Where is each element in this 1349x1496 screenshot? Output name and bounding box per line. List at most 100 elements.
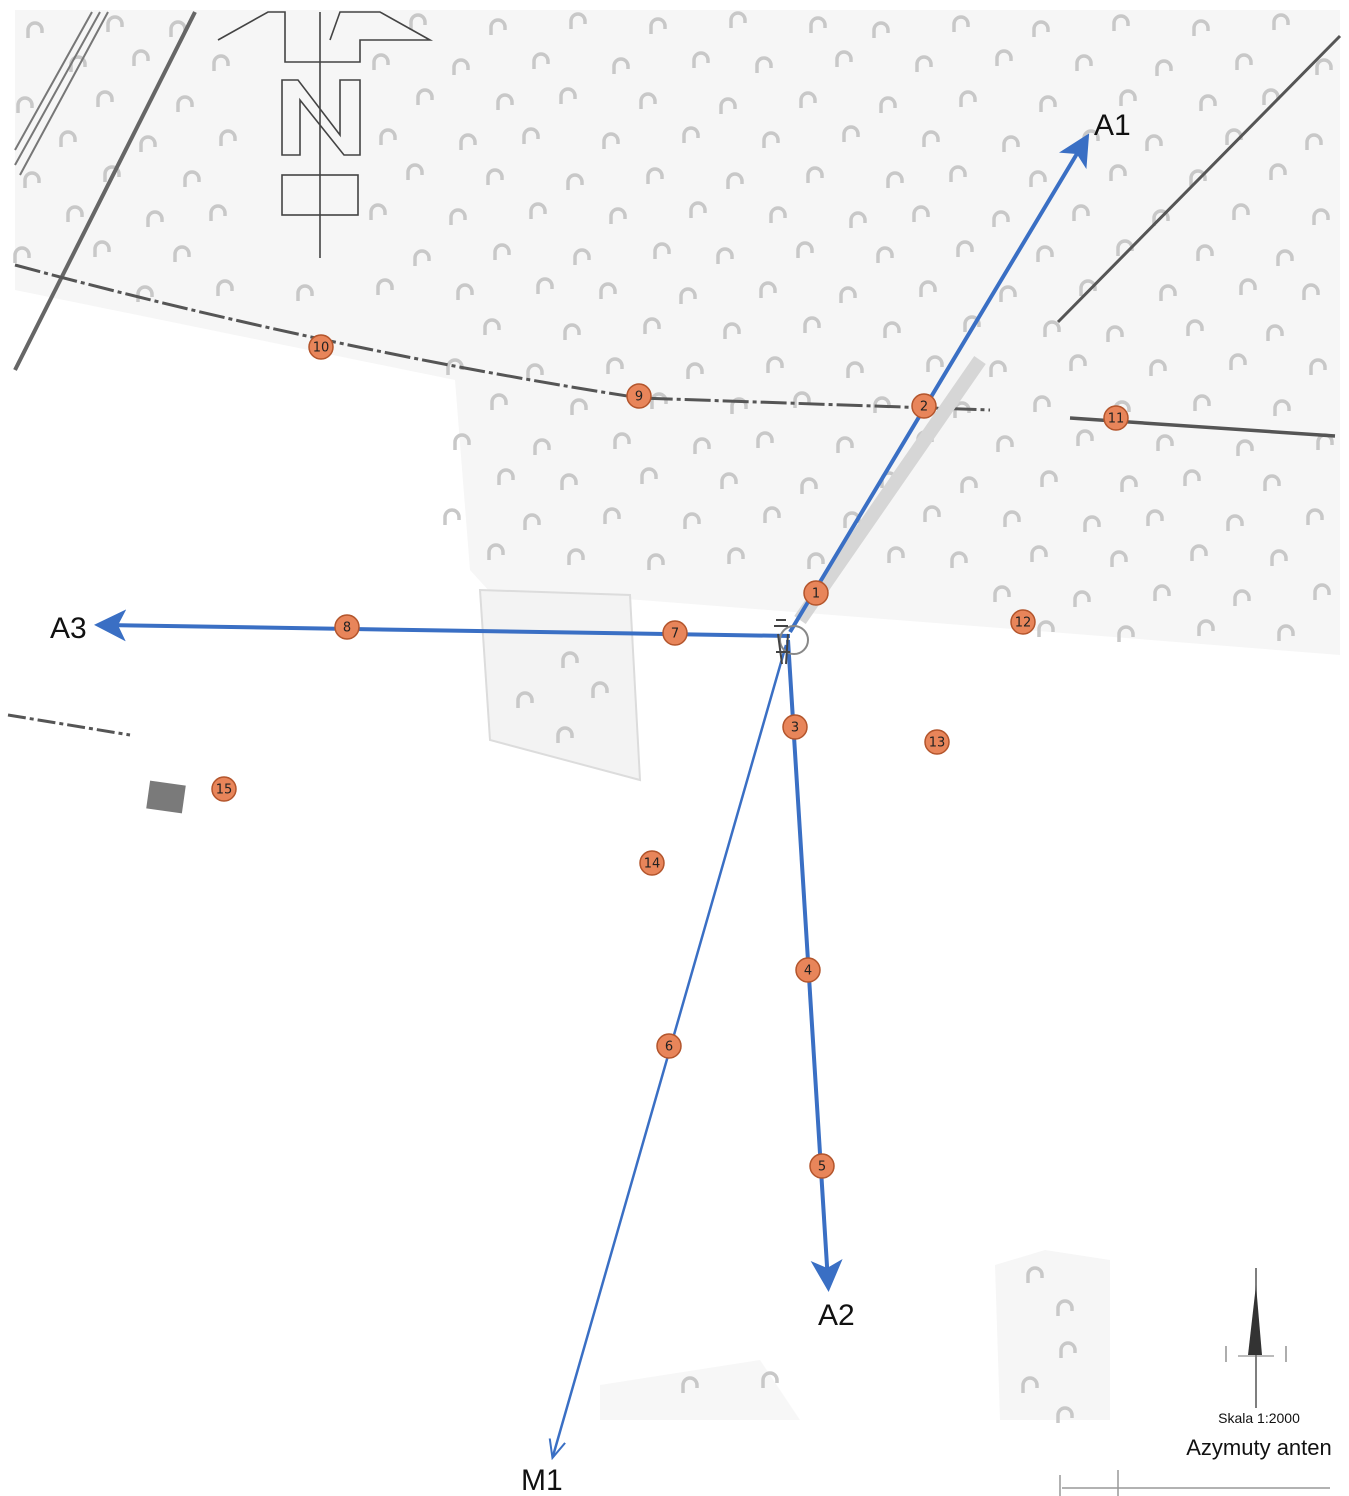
tree-icon (793, 391, 811, 408)
marker-3: 3 (782, 714, 808, 740)
tree-icon (603, 507, 621, 524)
tree-icon (59, 130, 77, 147)
tree-icon (887, 546, 905, 563)
tree-icon (682, 126, 700, 143)
tree-icon (1306, 508, 1324, 525)
tree-icon (912, 205, 930, 222)
tree-icon (459, 133, 477, 150)
tree-icon (950, 551, 968, 568)
tree-icon (1037, 620, 1055, 637)
tree-icon (523, 513, 541, 530)
tree-icon (452, 58, 470, 75)
marker-6: 6 (656, 1033, 682, 1059)
tree-icon (23, 171, 41, 188)
tree-icon (761, 1371, 779, 1388)
tree-icon (763, 506, 781, 523)
tree-icon (296, 284, 314, 301)
tree-icon (139, 135, 157, 152)
tree-icon (209, 204, 227, 221)
marker-7-label: 7 (671, 627, 679, 642)
marker-3-label: 3 (791, 721, 799, 736)
tree-icon (1272, 13, 1290, 30)
tree-icon (640, 467, 658, 484)
tree-icon (646, 167, 664, 184)
tree-icon (497, 468, 515, 485)
marker-1-label: 1 (812, 587, 820, 602)
tree-icon (756, 431, 774, 448)
tree-icon (693, 437, 711, 454)
marker-10-label: 10 (313, 341, 330, 356)
tree-icon (1156, 434, 1174, 451)
tree-icon (532, 52, 550, 69)
tree-icon (219, 129, 237, 146)
tree-icon (613, 432, 631, 449)
tree-icon (849, 211, 867, 228)
road-west-short (7, 713, 131, 737)
tree-icon (963, 315, 981, 332)
tree-icon (807, 552, 825, 569)
tree-icon (1309, 358, 1327, 375)
tree-icon (1109, 164, 1127, 181)
tree-icon (599, 282, 617, 299)
tree-icon (1119, 89, 1137, 106)
marker-2-label: 2 (920, 400, 928, 415)
marker-4: 4 (795, 957, 821, 983)
legend: Skala 1:2000 Azymuty anten (1186, 1268, 1332, 1460)
tree-icon (93, 240, 111, 257)
tree-icon (176, 95, 194, 112)
tree-icon (372, 53, 390, 70)
north-arrow-icon (217, 11, 434, 258)
tree-icon (1189, 169, 1207, 186)
tree-icon (1236, 439, 1254, 456)
tree-icon (1106, 325, 1124, 342)
tree-icon (1039, 95, 1057, 112)
tree-icon (1159, 284, 1177, 301)
tree-icon (1277, 624, 1295, 641)
tree-icon (1076, 429, 1094, 446)
tree-icon (719, 97, 737, 114)
tree-icon (1112, 14, 1130, 31)
tree-icon (1033, 395, 1051, 412)
tree-icon (561, 651, 579, 668)
tree-icon (1263, 474, 1281, 491)
marker-13-label: 13 (929, 736, 946, 751)
forest-area-south (995, 1250, 1110, 1420)
tree-icon (643, 317, 661, 334)
tree-icon (489, 18, 507, 35)
tree-icon (443, 508, 461, 525)
tree-icon (686, 362, 704, 379)
forest-area-north (15, 10, 1340, 655)
azimuth-label-a1: A1 (1094, 109, 1131, 142)
tree-icon (873, 396, 891, 413)
tree-icon (379, 128, 397, 145)
tree-icon (886, 171, 904, 188)
road-diagonal-west-double (14, 11, 109, 176)
tree-icon (1190, 544, 1208, 561)
tree-icon (1059, 1341, 1077, 1358)
tree-icon (103, 165, 121, 182)
marker-13: 13 (924, 729, 950, 755)
tree-icon (762, 131, 780, 148)
tree-icon (1269, 163, 1287, 180)
tree-icon (726, 172, 744, 189)
tree-icon (923, 505, 941, 522)
tree-icon (723, 322, 741, 339)
tree-icon (1266, 324, 1284, 341)
marker-2: 2 (911, 393, 937, 419)
tree-icon (800, 477, 818, 494)
tree-icon (456, 283, 474, 300)
tree-icon (1276, 249, 1294, 266)
tree-icon (720, 472, 738, 489)
tree-icon (496, 93, 514, 110)
tree-icon (766, 356, 784, 373)
tree-icon (1273, 399, 1291, 416)
tree-icon (559, 87, 577, 104)
tree-icon (835, 50, 853, 67)
tree-icon (1030, 545, 1048, 562)
marker-11-label: 11 (1108, 412, 1125, 427)
marker-7: 7 (662, 620, 688, 646)
marker-5-label: 5 (818, 1160, 826, 1175)
tree-icon (922, 130, 940, 147)
tree-icon (96, 90, 114, 107)
